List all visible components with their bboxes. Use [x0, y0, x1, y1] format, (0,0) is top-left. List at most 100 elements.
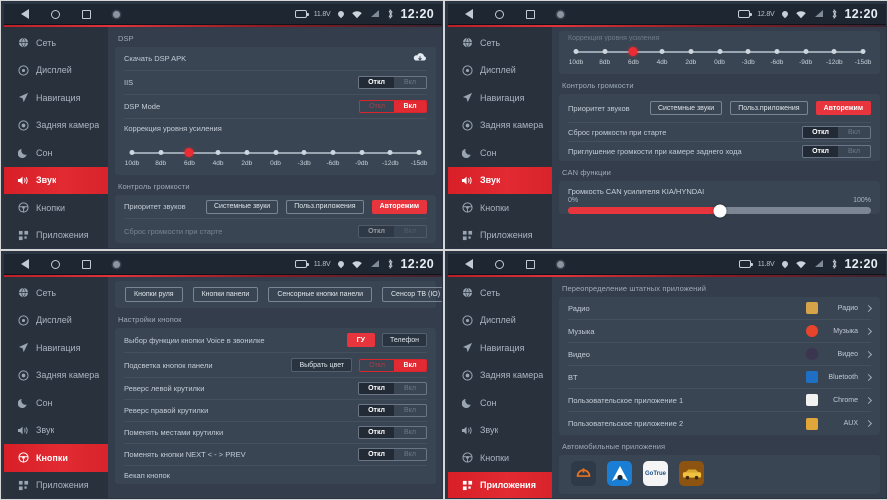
- gain-dot[interactable]: [688, 48, 694, 54]
- app-override-row[interactable]: Пользовательское приложение 1 Chrome: [568, 389, 873, 412]
- row-reverse-right-knob[interactable]: Реверс правой крутилки Откл Вкл: [124, 400, 427, 422]
- gain-dot[interactable]: [215, 149, 221, 155]
- sidebar-item-sound[interactable]: Звук: [4, 166, 108, 194]
- toggle-off-option[interactable]: Откл: [369, 103, 385, 110]
- gain-track[interactable]: [129, 147, 422, 159]
- panel-backlight-toggle[interactable]: Откл Вкл: [359, 358, 427, 372]
- back-icon[interactable]: [465, 259, 473, 269]
- screenshot-icon[interactable]: [113, 260, 120, 268]
- sidebar-item-sound[interactable]: Звук: [448, 417, 552, 445]
- toggle-on-option[interactable]: Вкл: [404, 451, 416, 458]
- app-selection[interactable]: Bluetooth: [806, 371, 873, 383]
- gain-dot[interactable]: [330, 149, 336, 155]
- sidebar-item-network[interactable]: Сеть: [448, 279, 552, 307]
- row-reset-volume[interactable]: Сброс громкости при старте Откл Вкл: [124, 219, 427, 243]
- gain-dot[interactable]: [359, 149, 365, 155]
- android-nav-buttons[interactable]: [448, 9, 564, 19]
- sidebar-item-buttons[interactable]: Кнопки: [4, 194, 108, 222]
- sidebar-item-network[interactable]: Сеть: [4, 279, 108, 307]
- priority-option-system[interactable]: Системные звуки: [205, 199, 279, 214]
- sidebar-item-apps[interactable]: Приложения: [448, 222, 552, 249]
- gain-dot[interactable]: [659, 48, 665, 54]
- app-override-row[interactable]: Видео Видео: [568, 343, 873, 366]
- sidebar-item-navigation[interactable]: Навигация: [4, 334, 108, 362]
- home-icon[interactable]: [495, 9, 504, 19]
- sidebar-item-rear-camera[interactable]: Задняя камера: [4, 362, 108, 390]
- screenshot-icon[interactable]: [557, 260, 564, 268]
- row-dsp-mode[interactable]: DSP Mode Откл Вкл: [124, 95, 427, 119]
- toggle-on-option[interactable]: Вкл: [394, 359, 426, 371]
- tab-tv-sensor[interactable]: Сенсор ТВ (IO): [382, 287, 442, 302]
- row-mute-rear-camera[interactable]: Приглушение громкости при камере заднего…: [568, 142, 871, 161]
- app-override-row[interactable]: BT Bluetooth: [568, 366, 873, 389]
- app-override-row[interactable]: Музыка Музыка: [568, 320, 873, 343]
- sidebar-item-navigation[interactable]: Навигация: [448, 334, 552, 362]
- screenshot-icon[interactable]: [113, 10, 120, 18]
- row-reset-volume[interactable]: Сброс громкости при старте Откл Вкл: [568, 123, 871, 142]
- navi-app-icon[interactable]: [607, 461, 632, 486]
- sidebar-item-sleep[interactable]: Сон: [448, 139, 552, 167]
- app-selection[interactable]: Видео: [806, 348, 873, 360]
- toggle-on-option[interactable]: Вкл: [404, 407, 416, 414]
- priority-option-auto[interactable]: Авторежим: [815, 101, 871, 115]
- row-sound-priority[interactable]: Приоритет звуков Системные звуки Польз.п…: [568, 94, 871, 123]
- row-panel-backlight[interactable]: Подсветка кнопок панели Выбрать цвет Отк…: [124, 353, 427, 378]
- mute-rear-camera-toggle[interactable]: Откл Вкл: [802, 145, 871, 158]
- chevron-right-icon[interactable]: [864, 327, 873, 335]
- sidebar-item-buttons[interactable]: Кнопки: [448, 194, 552, 222]
- sidebar-item-rear-camera[interactable]: Задняя камера: [4, 112, 108, 140]
- sidebar-item-buttons[interactable]: Кнопки: [448, 444, 552, 472]
- toggle-on-option[interactable]: Вкл: [394, 101, 426, 112]
- android-nav-buttons[interactable]: [4, 9, 120, 19]
- toggle-on-option[interactable]: Вкл: [404, 385, 416, 392]
- toggle-on-option[interactable]: Вкл: [404, 79, 416, 86]
- chevron-right-icon[interactable]: [864, 304, 873, 312]
- toggle-on-option[interactable]: Вкл: [404, 429, 416, 436]
- choose-color-button[interactable]: Выбрать цвет: [291, 358, 353, 372]
- gain-dot[interactable]: [831, 48, 837, 54]
- reverse-left-knob-toggle[interactable]: Откл Вкл: [358, 382, 427, 395]
- priority-option-user-apps[interactable]: Польз.приложения: [286, 199, 364, 214]
- row-voice-button-function[interactable]: Выбор функции кнопки Voice в звонилке ГУ…: [124, 328, 427, 353]
- gain-dot[interactable]: [602, 48, 608, 54]
- screenshot-icon[interactable]: [557, 10, 564, 18]
- recents-icon[interactable]: [526, 9, 535, 19]
- gain-dot[interactable]: [573, 48, 579, 54]
- reset-volume-toggle[interactable]: Откл Вкл: [358, 224, 427, 238]
- sidebar-item-buttons[interactable]: Кнопки: [4, 444, 108, 472]
- android-nav-buttons[interactable]: [448, 259, 564, 269]
- back-icon[interactable]: [21, 259, 29, 269]
- sidebar-item-display[interactable]: Дисплей: [4, 57, 108, 85]
- sidebar-item-rear-camera[interactable]: Задняя камера: [448, 112, 552, 140]
- sidebar-item-network[interactable]: Сеть: [448, 29, 552, 57]
- can-volume-slider[interactable]: [568, 204, 871, 217]
- toggle-off-option[interactable]: Откл: [359, 225, 394, 237]
- toggle-off-option[interactable]: Откл: [369, 361, 385, 369]
- tab-steering-buttons[interactable]: Кнопки руля: [125, 287, 183, 302]
- app-override-row[interactable]: Радио Радио: [568, 297, 873, 320]
- back-icon[interactable]: [21, 9, 29, 19]
- gain-dot[interactable]: [158, 149, 164, 155]
- cloud-download-icon[interactable]: [413, 50, 427, 68]
- row-sound-priority[interactable]: Приоритет звуков Системные звуки Польз.п…: [124, 195, 427, 219]
- home-icon[interactable]: [495, 259, 504, 269]
- gain-dot[interactable]: [301, 149, 307, 155]
- gain-dot[interactable]: [803, 48, 809, 54]
- gain-dot[interactable]: [129, 149, 135, 155]
- sidebar-item-apps[interactable]: Приложения: [448, 471, 552, 498]
- iis-toggle[interactable]: Откл Вкл: [358, 76, 427, 89]
- gain-dot[interactable]: [387, 149, 393, 155]
- priority-option-auto[interactable]: Авторежим: [371, 199, 427, 214]
- tab-panel-buttons[interactable]: Кнопки панели: [192, 287, 259, 302]
- row-download-dsp-apk[interactable]: Скачать DSP APK: [124, 47, 427, 71]
- app-selection[interactable]: Музыка: [806, 325, 873, 337]
- gain-dot[interactable]: [273, 149, 278, 155]
- chevron-right-icon[interactable]: [864, 419, 873, 428]
- row-swap-next-prev[interactable]: Поменять кнопки NEXT < - > PREV Откл Вкл: [124, 444, 427, 466]
- toggle-off-option[interactable]: Откл: [359, 383, 394, 394]
- dsp-mode-toggle[interactable]: Откл Вкл: [359, 100, 427, 113]
- voice-option-head-unit[interactable]: ГУ: [346, 333, 375, 347]
- toggle-off-option[interactable]: Откл: [803, 126, 838, 138]
- recents-icon[interactable]: [526, 259, 535, 269]
- toggle-on-option[interactable]: Вкл: [848, 148, 860, 155]
